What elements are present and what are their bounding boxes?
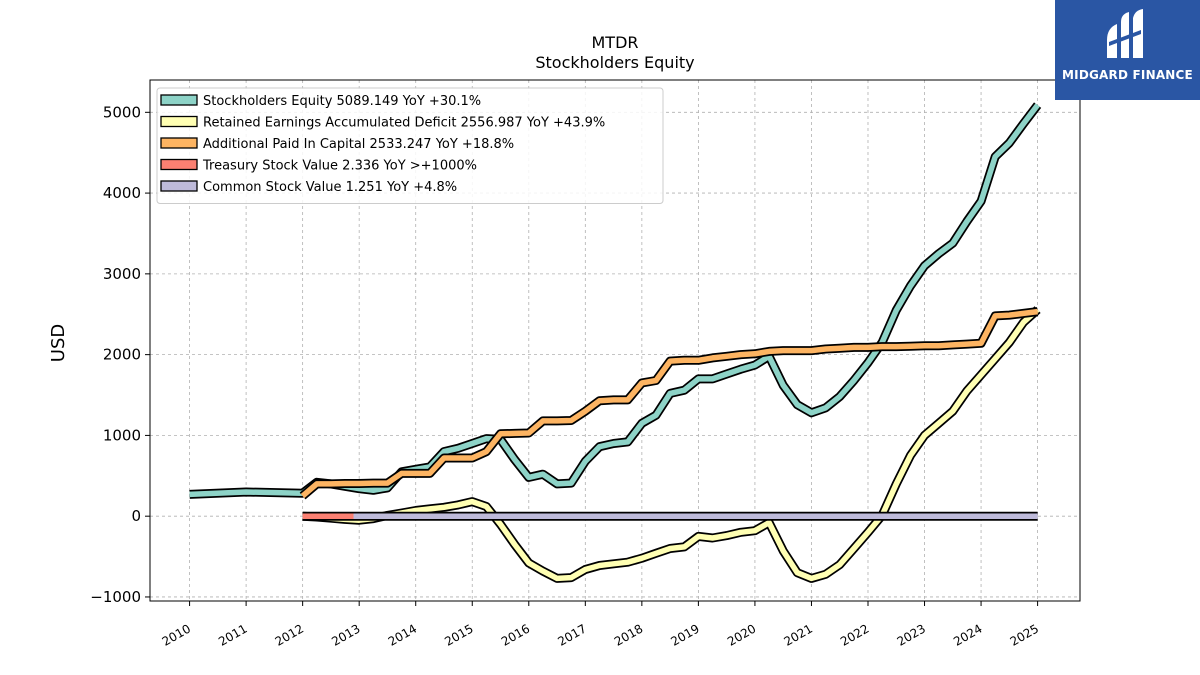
series-line — [300, 308, 1038, 499]
y-tick-label: −1000 — [90, 588, 141, 606]
x-tick-label: 2020 — [725, 621, 758, 648]
y-tick-label: 4000 — [103, 184, 141, 202]
logo-text: MIDGARD FINANCE — [1062, 68, 1193, 82]
y-tick-label: 2000 — [103, 346, 141, 364]
legend-entry: Common Stock Value 1.251 YoY +4.8% — [203, 180, 457, 195]
series-additional-paid-in-capital — [299, 307, 1039, 500]
series-layer — [189, 102, 1042, 583]
legend-swatch — [160, 115, 198, 128]
y-tick-label: 3000 — [103, 265, 141, 283]
legend-swatch — [160, 137, 198, 149]
chart-subtitle: Stockholders Equity — [535, 53, 694, 72]
legend-entry: Additional Paid In Capital 2533.247 YoY … — [203, 137, 514, 152]
x-tick-label: 2014 — [386, 621, 419, 648]
legend-entry: Stockholders Equity 5089.149 YoY +30.1% — [203, 94, 481, 109]
legend-swatch — [160, 158, 198, 171]
x-tick-label: 2023 — [895, 621, 928, 648]
x-tick-label: 2015 — [442, 621, 475, 648]
x-tick-label: 2022 — [838, 621, 871, 648]
y-tick-label: 5000 — [103, 103, 141, 121]
x-tick-label: 2013 — [329, 621, 362, 648]
chart-title: MTDR — [591, 33, 638, 52]
x-tick-label: 2025 — [1008, 621, 1041, 648]
x-tick-label: 2019 — [668, 621, 701, 648]
y-tick-label: 0 — [131, 507, 141, 525]
legend: Stockholders Equity 5089.149 YoY +30.1% R… — [156, 87, 664, 204]
plot-frame — [149, 79, 1081, 602]
midgard-finance-logo: MIDGARD FINANCE — [1055, 0, 1200, 100]
logo-mark-icon — [1107, 9, 1143, 58]
x-tick-label: 2018 — [612, 621, 645, 648]
x-tick-label: 2016 — [499, 621, 532, 648]
series-line — [302, 307, 1040, 582]
legend-entry: Treasury Stock Value 2.336 YoY >+1000% — [202, 159, 477, 174]
y-tick-label: 1000 — [103, 426, 141, 444]
x-tick-label: 2021 — [782, 621, 815, 648]
y-axis-label: USD — [48, 324, 69, 362]
legend-box — [156, 87, 664, 204]
x-tick-label: 2024 — [951, 621, 984, 648]
legend-swatch — [160, 94, 198, 106]
legend-swatch — [160, 180, 198, 192]
legend-entry: Retained Earnings Accumulated Deficit 25… — [203, 116, 605, 131]
x-tick-label: 2010 — [160, 621, 193, 648]
x-tick-label: 2017 — [555, 621, 588, 648]
x-tick-label: 2011 — [216, 621, 249, 648]
series-retained-earnings-accumulated-deficit — [302, 306, 1041, 583]
x-tick-label: 2012 — [273, 621, 306, 648]
